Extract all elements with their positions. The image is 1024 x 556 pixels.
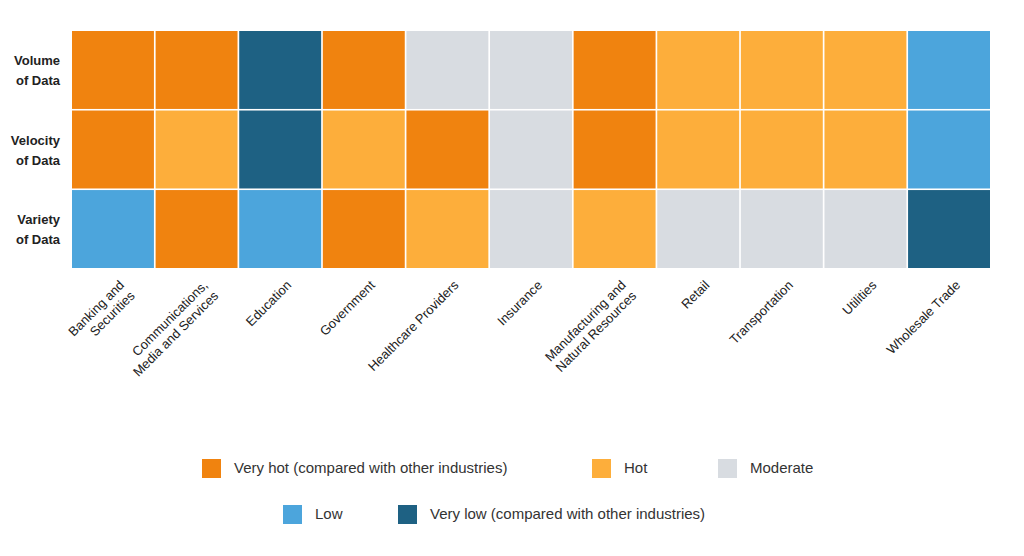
cell xyxy=(239,190,321,268)
legend-swatch xyxy=(398,505,417,524)
legend-label: Very low (compared with other industries… xyxy=(430,505,705,522)
cell xyxy=(908,31,990,109)
cells xyxy=(72,31,990,268)
cell xyxy=(72,111,154,189)
x-label: Education xyxy=(243,278,294,329)
cell xyxy=(406,31,488,109)
chart: Volumeof Data Velocityof Data Varietyof Da… xyxy=(0,0,1024,556)
legend-swatch xyxy=(283,505,302,524)
legend-item: Very low (compared with other industries… xyxy=(398,505,705,524)
x-label: Communications,Media and Services xyxy=(119,277,221,379)
x-label: Banking andSecurities xyxy=(65,277,138,350)
x-label: Transportation xyxy=(726,278,796,348)
cell xyxy=(741,190,823,268)
x-label: Government xyxy=(317,277,378,338)
cell xyxy=(72,190,154,268)
cell xyxy=(824,31,906,109)
cell xyxy=(741,31,823,109)
cell xyxy=(908,111,990,189)
cell xyxy=(574,111,656,189)
legend-swatch xyxy=(718,459,737,478)
legend-label: Low xyxy=(315,505,343,522)
cell xyxy=(72,31,154,109)
legend-label: Very hot (compared with other industries… xyxy=(234,459,507,476)
cell xyxy=(323,111,405,189)
x-label: Wholesale Trade xyxy=(884,278,964,358)
legend-swatch xyxy=(592,459,611,478)
x-label: Utilities xyxy=(839,277,880,318)
cell xyxy=(239,31,321,109)
legend-item: Hot xyxy=(592,459,648,478)
cell xyxy=(490,190,572,268)
y-label: Velocityof Data xyxy=(11,133,61,168)
cell xyxy=(156,111,238,189)
cell xyxy=(156,190,238,268)
cell xyxy=(574,190,656,268)
x-label: Retail xyxy=(678,277,712,311)
cell xyxy=(490,111,572,189)
y-labels: Volumeof Data Velocityof Data Varietyof Da… xyxy=(11,53,61,247)
cell xyxy=(323,31,405,109)
cell xyxy=(657,31,739,109)
x-label: Manufacturing andNatural Resources xyxy=(542,277,640,375)
cell xyxy=(908,190,990,268)
legend-label: Hot xyxy=(624,459,648,476)
cell xyxy=(824,111,906,189)
cell xyxy=(406,190,488,268)
cell xyxy=(741,111,823,189)
x-label: Insurance xyxy=(494,278,545,329)
cell xyxy=(490,31,572,109)
cell xyxy=(323,190,405,268)
legend-item: Low xyxy=(283,505,343,524)
legend-swatch xyxy=(202,459,221,478)
legend-item: Moderate xyxy=(718,459,813,478)
legend-label: Moderate xyxy=(750,459,813,476)
cell xyxy=(406,111,488,189)
cell xyxy=(574,31,656,109)
cell xyxy=(239,111,321,189)
cell xyxy=(156,31,238,109)
x-labels: Banking andSecuritiesCommunications,Medi… xyxy=(65,277,963,379)
x-label: Healthcare Providers xyxy=(365,277,462,374)
y-label: Volumeof Data xyxy=(14,53,61,88)
legend: Very hot (compared with other industries… xyxy=(202,459,813,524)
y-label: Varietyof Data xyxy=(16,212,61,247)
cell xyxy=(657,111,739,189)
cell xyxy=(657,190,739,268)
cell xyxy=(824,190,906,268)
legend-item: Very hot (compared with other industries… xyxy=(202,459,507,478)
